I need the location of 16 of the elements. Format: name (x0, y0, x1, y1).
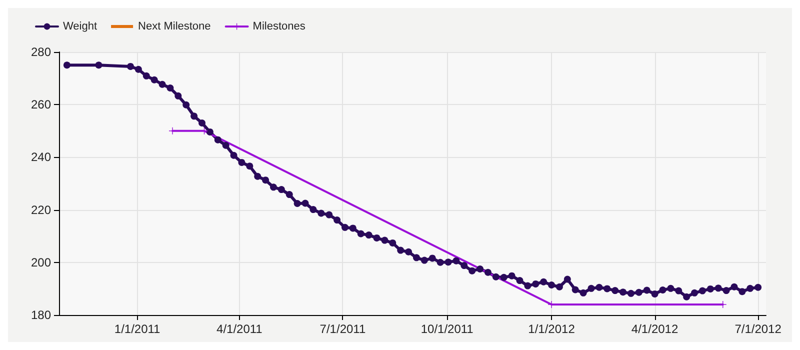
y-tick-label: 220 (30, 202, 52, 217)
legend-label: Weight (63, 20, 98, 32)
y-tick-label: 280 (30, 45, 52, 59)
legend-label: Milestones (252, 20, 306, 32)
y-tick-label: 200 (30, 255, 52, 270)
x-tick-label: 1/1/2012 (528, 322, 576, 336)
x-tick-label: 7/1/2011 (320, 322, 366, 336)
x-tick-label: 4/1/2012 (631, 322, 678, 336)
x-tick-label: 4/1/2011 (216, 322, 263, 336)
x-tick-label: 1/1/2011 (114, 322, 161, 336)
x-tick-label: 10/1/2011 (420, 322, 474, 336)
legend-label: Next Milestone (138, 20, 211, 32)
x-tick-label: 7/1/2012 (734, 322, 782, 336)
y-tick-label: 240 (30, 150, 52, 164)
y-tick-label: 180 (30, 308, 52, 322)
y-tick-label: 260 (30, 98, 52, 112)
